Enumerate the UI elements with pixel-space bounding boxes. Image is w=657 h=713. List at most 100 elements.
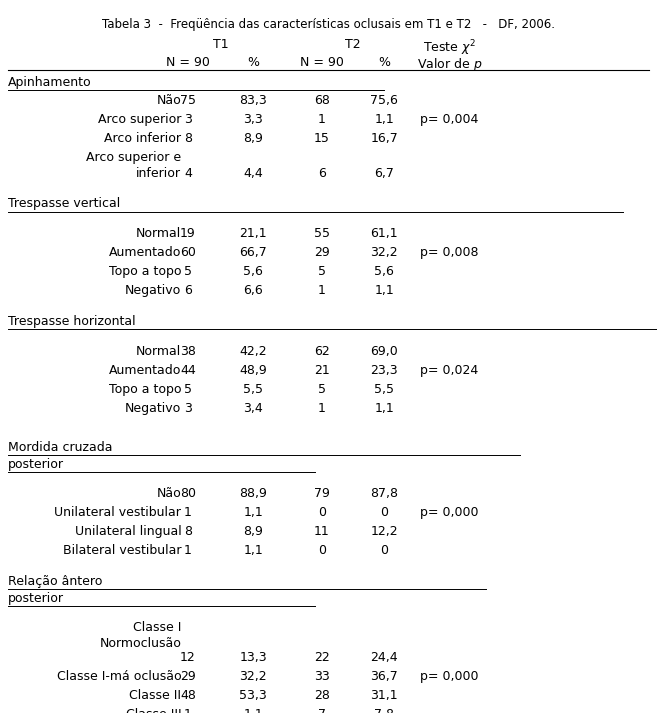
Text: 75: 75 [180,93,196,107]
Text: 62: 62 [314,344,330,357]
Text: 5: 5 [318,265,326,278]
Text: Tabela 3  -  Freqüência das características oclusais em T1 e T2   -   DF, 2006.: Tabela 3 - Freqüência das característica… [102,18,555,31]
Text: Aumentado: Aumentado [109,246,181,259]
Text: 29: 29 [180,670,196,683]
Text: 1,1: 1,1 [374,401,394,414]
Text: 53,3: 53,3 [239,689,267,702]
Text: 87,8: 87,8 [370,487,398,500]
Text: %: % [378,56,390,69]
Text: 22: 22 [314,651,330,664]
Text: p= 0,024: p= 0,024 [420,364,479,376]
Text: 6: 6 [318,167,326,180]
Text: 48,9: 48,9 [239,364,267,376]
Text: 68: 68 [314,93,330,107]
Text: 1: 1 [184,708,192,713]
Text: 21,1: 21,1 [239,227,267,240]
Text: 3: 3 [184,401,192,414]
Text: 1,1: 1,1 [243,544,263,557]
Text: 1: 1 [318,113,326,125]
Text: 12,2: 12,2 [371,525,398,538]
Text: p= 0,000: p= 0,000 [420,506,479,519]
Text: Relação ântero: Relação ântero [8,575,102,588]
Text: 24,4: 24,4 [371,651,398,664]
Text: 5: 5 [184,265,192,278]
Text: 75,6: 75,6 [370,93,398,107]
Text: 66,7: 66,7 [239,246,267,259]
Text: 83,3: 83,3 [239,93,267,107]
Text: Classe III: Classe III [125,708,181,713]
Text: 3: 3 [184,113,192,125]
Text: 29: 29 [314,246,330,259]
Text: p= 0,000: p= 0,000 [420,670,479,683]
Text: 1: 1 [184,506,192,519]
Text: 88,9: 88,9 [239,487,267,500]
Text: 23,3: 23,3 [371,364,398,376]
Text: Normal: Normal [136,227,181,240]
Text: 5: 5 [184,383,192,396]
Text: 5: 5 [318,383,326,396]
Text: 7,8: 7,8 [374,708,394,713]
Text: Classe I: Classe I [133,620,181,634]
Text: N = 90: N = 90 [300,56,344,69]
Text: 11: 11 [314,525,330,538]
Text: 1,1: 1,1 [374,113,394,125]
Text: 0: 0 [380,506,388,519]
Text: 4,4: 4,4 [243,167,263,180]
Text: 7: 7 [318,708,326,713]
Text: 16,7: 16,7 [371,132,398,145]
Text: Topo a topo: Topo a topo [109,383,181,396]
Text: Topo a topo: Topo a topo [109,265,181,278]
Text: 32,2: 32,2 [371,246,398,259]
Text: N = 90: N = 90 [166,56,210,69]
Text: Bilateral vestibular: Bilateral vestibular [63,544,181,557]
Text: %: % [247,56,260,69]
Text: 42,2: 42,2 [239,344,267,357]
Text: 15: 15 [314,132,330,145]
Text: Classe I-má oclusão: Classe I-má oclusão [57,670,181,683]
Text: 8,9: 8,9 [243,525,263,538]
Text: 33: 33 [314,670,330,683]
Text: 1: 1 [318,284,326,297]
Text: Aumentado: Aumentado [109,364,181,376]
Text: Arco superior: Arco superior [98,113,181,125]
Text: inferior: inferior [136,167,181,180]
Text: Normal: Normal [136,344,181,357]
Text: p= 0,008: p= 0,008 [420,246,479,259]
Text: 1,1: 1,1 [243,506,263,519]
Text: 5,6: 5,6 [243,265,263,278]
Text: 8: 8 [184,525,192,538]
Text: Mordida cruzada: Mordida cruzada [8,441,112,454]
Text: Apinhamento: Apinhamento [8,76,91,88]
Text: Trespasse vertical: Trespasse vertical [8,198,120,210]
Text: 55: 55 [314,227,330,240]
Text: Arco superior e: Arco superior e [86,150,181,164]
Text: Não: Não [156,93,181,107]
Text: Classe II: Classe II [129,689,181,702]
Text: 3,4: 3,4 [243,401,263,414]
Text: 0: 0 [318,506,326,519]
Text: 28: 28 [314,689,330,702]
Text: 80: 80 [180,487,196,500]
Text: 19: 19 [180,227,196,240]
Text: 5,5: 5,5 [374,383,394,396]
Text: 0: 0 [318,544,326,557]
Text: Arco inferior: Arco inferior [104,132,181,145]
Text: T2: T2 [345,39,361,51]
Text: 79: 79 [314,487,330,500]
Text: 6,7: 6,7 [374,167,394,180]
Text: p= 0,004: p= 0,004 [420,113,479,125]
Text: 36,7: 36,7 [371,670,398,683]
Text: posterior: posterior [8,592,64,605]
Text: 32,2: 32,2 [239,670,267,683]
Text: posterior: posterior [8,458,64,471]
Text: T1: T1 [213,39,229,51]
Text: Normoclusão: Normoclusão [99,637,181,650]
Text: 48: 48 [180,689,196,702]
Text: 44: 44 [180,364,196,376]
Text: 3,3: 3,3 [243,113,263,125]
Text: 4: 4 [184,167,192,180]
Text: Negativo: Negativo [125,401,181,414]
Text: 13,3: 13,3 [239,651,267,664]
Text: Negativo: Negativo [125,284,181,297]
Text: 12: 12 [180,651,196,664]
